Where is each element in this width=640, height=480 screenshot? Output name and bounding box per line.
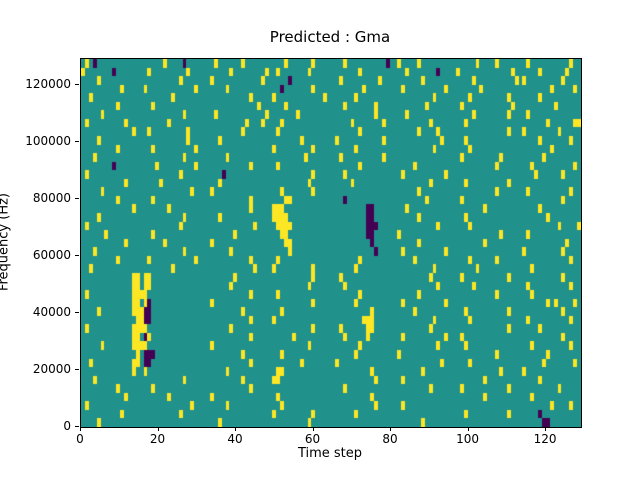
x-tick-mark [157, 427, 159, 431]
x-tick-label: 40 [227, 432, 243, 446]
x-tick-label: 80 [382, 432, 398, 446]
x-tick-label: 20 [149, 432, 166, 446]
chart-title: Predicted : Gma [269, 28, 391, 46]
x-tick-mark [390, 427, 392, 431]
y-tick-label: 40000 [32, 304, 71, 319]
x-tick-label: 60 [304, 432, 321, 446]
x-tick-label: 120 [533, 432, 557, 446]
y-tick-label: 80000 [32, 190, 71, 205]
x-axis-label: Time step [297, 446, 363, 461]
y-tick-label: 20000 [32, 361, 71, 376]
x-tick-mark [235, 427, 237, 431]
y-tick-mark [75, 311, 79, 313]
y-tick-label: 0 [63, 419, 71, 433]
x-tick-mark [80, 427, 81, 431]
y-tick-mark [75, 140, 79, 142]
y-tick-mark [75, 254, 79, 256]
x-tick-label: 100 [456, 432, 480, 446]
y-tick-label: 120000 [25, 76, 71, 91]
plot-area [80, 58, 582, 428]
x-tick-mark [312, 427, 314, 431]
heatmap-canvas [81, 59, 581, 427]
y-tick-mark [75, 426, 79, 427]
x-tick-label: 0 [76, 432, 84, 446]
y-tick-label: 60000 [32, 247, 71, 262]
y-tick-mark [75, 197, 79, 199]
y-tick-label: 100000 [25, 133, 71, 148]
x-tick-mark [467, 427, 469, 431]
x-tick-mark [545, 427, 547, 431]
y-tick-mark [75, 83, 79, 85]
y-tick-mark [75, 368, 79, 370]
